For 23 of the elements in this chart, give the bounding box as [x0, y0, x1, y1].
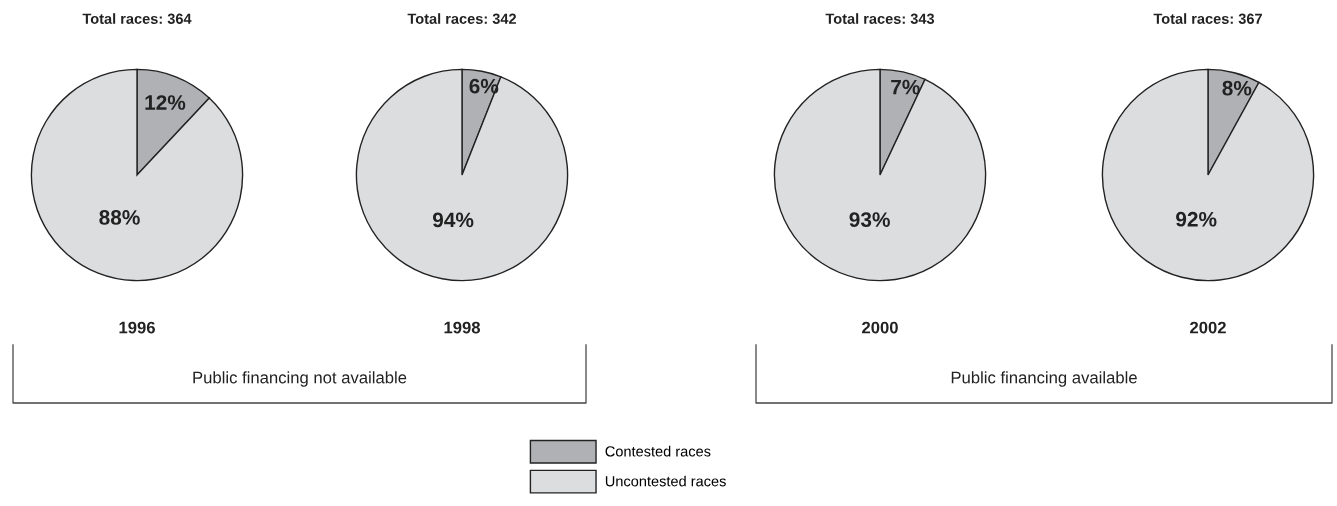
- text: Public financing available: [951, 371, 1137, 387]
- text: Public financing not available: [193, 371, 407, 387]
- data-label: 12%: [145, 95, 186, 110]
- data-label: 94%: [432, 212, 474, 228]
- data-label: 7%: [891, 79, 920, 95]
- data-label: 8%: [1222, 80, 1252, 96]
- data-label: 93%: [849, 212, 890, 227]
- pie-slice: [773, 68, 987, 282]
- pie-slice: [1101, 68, 1315, 282]
- pie-slice: [355, 68, 569, 282]
- pie-slice: [30, 68, 244, 282]
- data-label: 92%: [1176, 211, 1217, 227]
- text: 1996: [119, 321, 155, 334]
- chart-title: Total races: 343: [825, 13, 935, 24]
- data-label: 88%: [99, 210, 140, 225]
- chart-title: Total races: 367: [1153, 13, 1262, 24]
- text: 1998: [444, 321, 481, 334]
- text: 2002: [1190, 321, 1226, 334]
- text: 2000: [862, 321, 898, 334]
- legend-label: Contested races: [605, 445, 711, 457]
- chart-title: Total races: 342: [407, 13, 516, 24]
- chart-title: Total races: 364: [82, 13, 192, 24]
- legend-label: Uncontested races: [605, 475, 726, 487]
